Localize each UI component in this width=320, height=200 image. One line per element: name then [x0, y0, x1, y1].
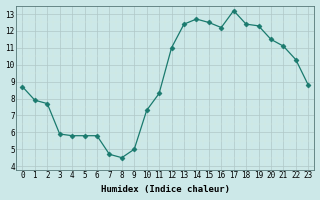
X-axis label: Humidex (Indice chaleur): Humidex (Indice chaleur)	[101, 185, 230, 194]
